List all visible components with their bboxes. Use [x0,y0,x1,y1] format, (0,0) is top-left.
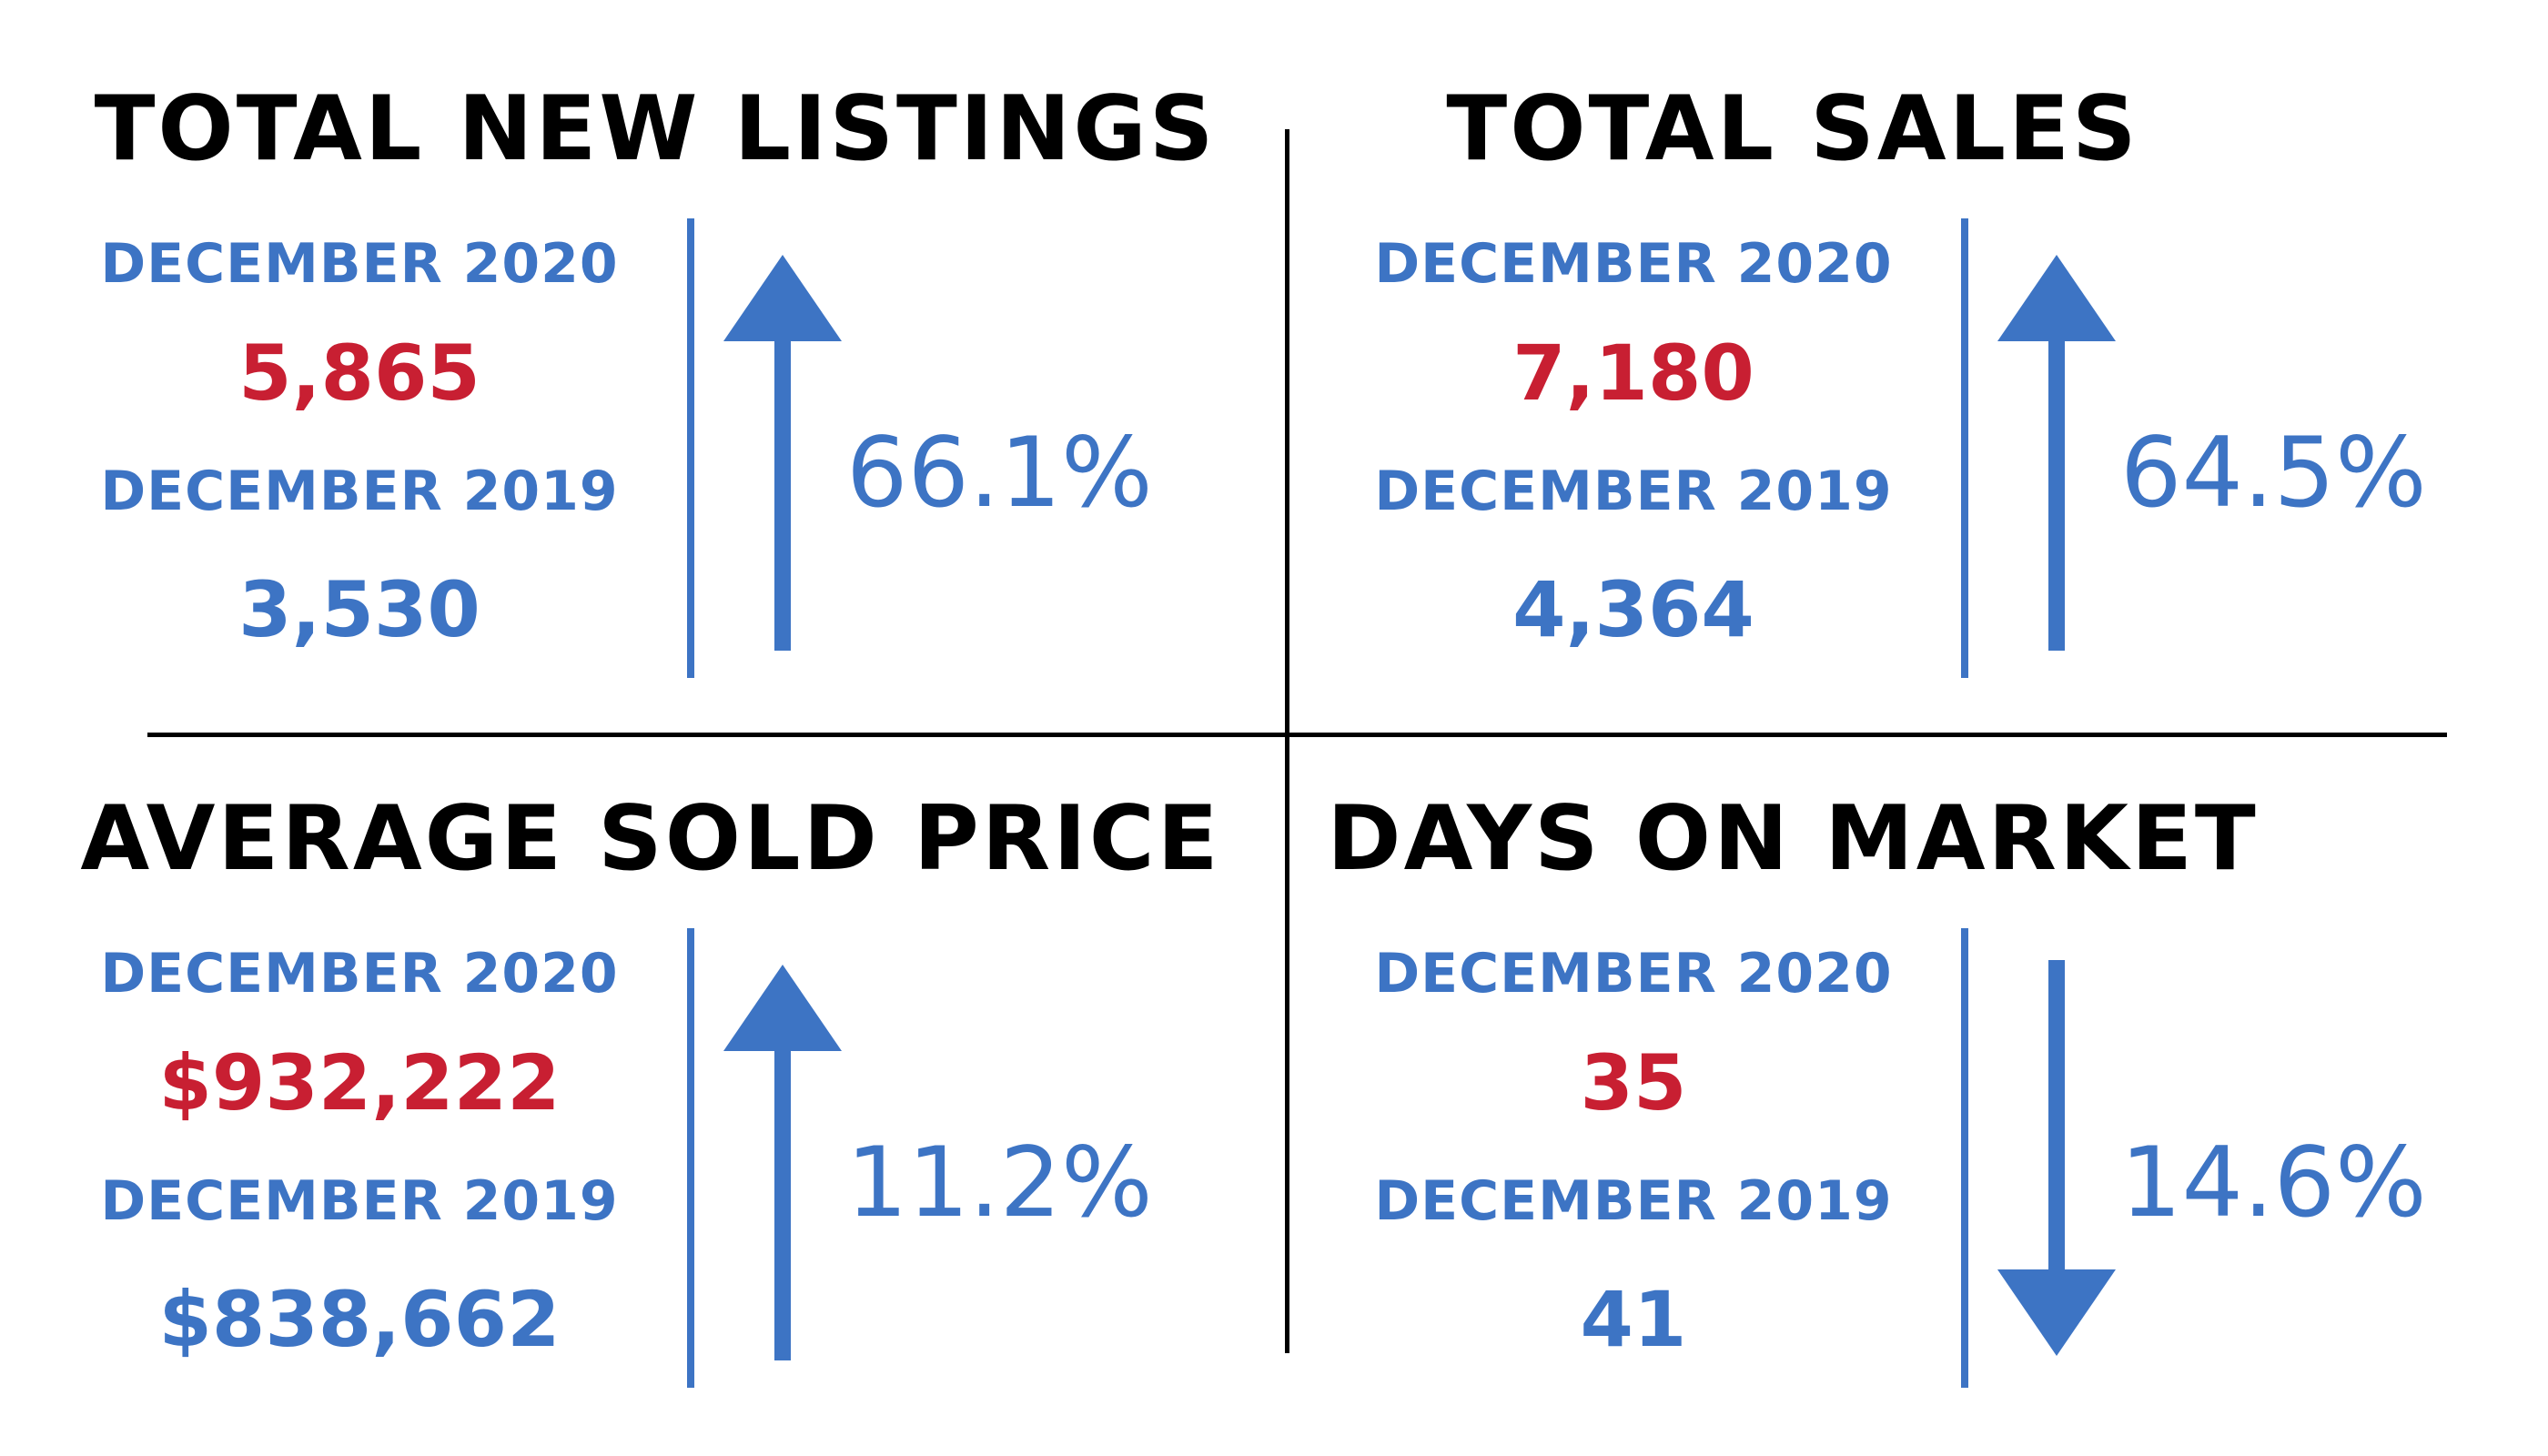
current-period-label: DECEMBER 2020 [1374,942,1893,1006]
days-on-market-panel: DAYS ON MARKET DECEMBER 2020 35 DECEMBER… [1274,710,2548,1438]
panel-title: DAYS ON MARKET [1327,787,2259,891]
panel-title: TOTAL SALES [1446,77,2139,181]
total-new-listings-panel: TOTAL NEW LISTINGS DECEMBER 2020 5,865 D… [0,0,1274,728]
current-period-label: DECEMBER 2020 [1374,232,1893,296]
separator-bar [1961,218,1968,678]
arrow-up-icon [723,965,842,1360]
horizontal-divider [147,733,2447,737]
current-value: 7,180 [1512,329,1754,418]
panel-title: TOTAL NEW LISTINGS [94,77,1217,181]
previous-value: $838,662 [158,1275,561,1364]
percent-change: 11.2% [846,1127,1153,1239]
previous-value: 3,530 [238,565,480,654]
current-period-label: DECEMBER 2020 [100,232,619,296]
previous-period-label: DECEMBER 2019 [1374,1169,1893,1233]
current-value: $932,222 [158,1038,561,1127]
previous-period-label: DECEMBER 2019 [1374,460,1893,523]
panel-title: AVERAGE SOLD PRICE [80,787,1221,891]
current-value: 5,865 [238,329,480,418]
current-value: 35 [1580,1038,1687,1127]
percent-change: 14.6% [2120,1127,2427,1239]
separator-bar [687,218,694,678]
average-sold-price-panel: AVERAGE SOLD PRICE DECEMBER 2020 $932,22… [0,710,1274,1438]
previous-value: 41 [1580,1275,1687,1364]
arrow-up-icon [1997,255,2116,651]
previous-period-label: DECEMBER 2019 [100,1169,619,1233]
percent-change: 66.1% [846,417,1153,529]
vertical-divider [1285,129,1289,1353]
arrow-down-icon [1997,960,2116,1356]
current-period-label: DECEMBER 2020 [100,942,619,1006]
total-sales-panel: TOTAL SALES DECEMBER 2020 7,180 DECEMBER… [1274,0,2548,728]
percent-change: 64.5% [2120,417,2427,529]
previous-value: 4,364 [1512,565,1754,654]
previous-period-label: DECEMBER 2019 [100,460,619,523]
separator-bar [687,928,694,1388]
arrow-up-icon [723,255,842,651]
separator-bar [1961,928,1968,1388]
